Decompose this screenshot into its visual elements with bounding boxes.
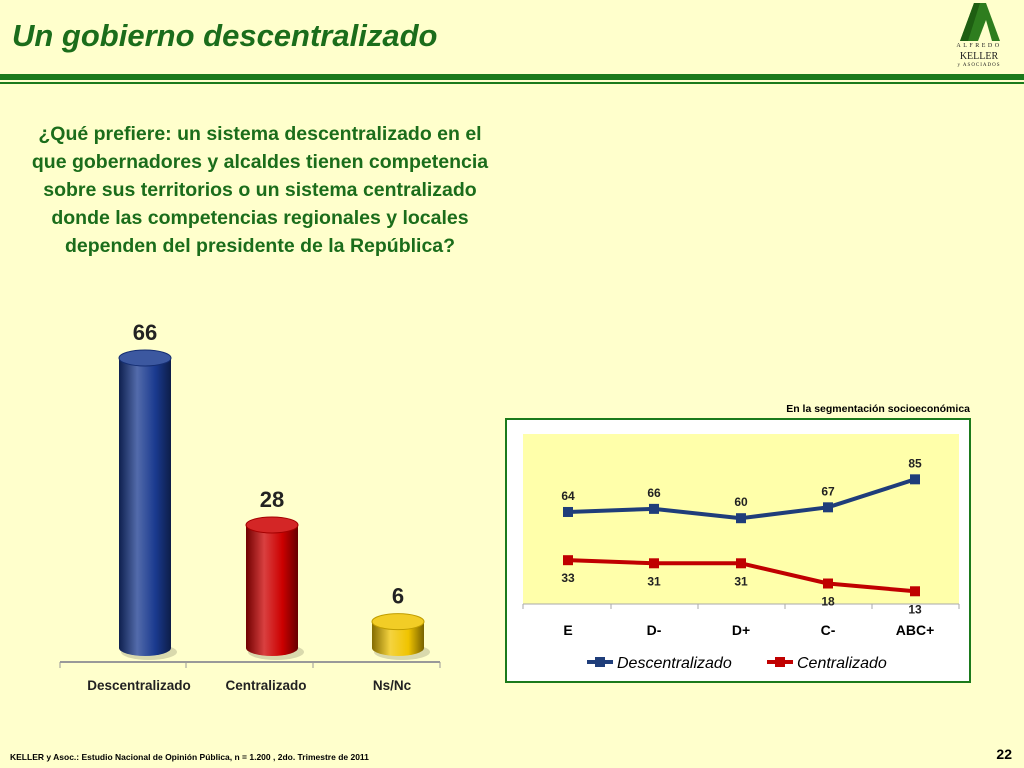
segment-label: En la segmentación socioeconómica xyxy=(786,403,970,415)
data-label: 13 xyxy=(908,602,922,616)
footer-source: KELLER y Asoc.: Estudio Nacional de Opin… xyxy=(10,752,369,762)
data-label: 31 xyxy=(734,574,748,588)
bar-chart: 66 Descentralizado 28 Centralizado 6 Ns/Nc xyxy=(59,320,441,693)
data-label: 31 xyxy=(647,574,661,588)
bar-top-cap xyxy=(245,516,299,534)
header-divider-thin xyxy=(0,82,1024,84)
data-label: 33 xyxy=(561,571,575,585)
data-label: 85 xyxy=(908,456,922,470)
x-tick-label: ABC+ xyxy=(896,622,935,638)
x-tick-label: D+ xyxy=(732,622,750,638)
survey-question: ¿Qué prefiere: un sistema descentralizad… xyxy=(31,123,489,257)
bar-centralizado xyxy=(246,524,298,656)
legend-label: Descentralizado xyxy=(617,655,732,672)
data-point xyxy=(910,586,920,597)
legend-marker xyxy=(595,657,605,667)
logo-text-top: ALFREDO xyxy=(956,43,1002,49)
x-tick-label: C- xyxy=(821,622,836,638)
data-point xyxy=(649,503,659,514)
bar-value-label: 66 xyxy=(133,320,157,345)
logo-mark-icon xyxy=(960,3,1000,41)
x-tick-label: D- xyxy=(647,622,662,638)
bar-top-cap xyxy=(371,613,425,631)
data-label: 64 xyxy=(561,489,575,503)
data-label: 60 xyxy=(734,495,748,509)
bar-value-label: 28 xyxy=(260,487,284,512)
line-chart-frame: E D- D+ C- ABC+ 64 66 60 67 85 33 31 31 18 13 Descentra… xyxy=(505,418,971,683)
bar-descentralizado xyxy=(119,358,171,656)
logo-text-bottom: y ASOCIADOS xyxy=(957,63,1001,68)
data-point xyxy=(563,555,573,566)
data-point xyxy=(736,513,746,524)
logo-text-main: KELLER xyxy=(959,51,999,62)
data-point xyxy=(649,558,659,569)
bar-category-label: Descentralizado xyxy=(87,678,191,693)
data-point xyxy=(823,578,833,589)
bar-nsnc xyxy=(372,621,424,656)
company-logo: ALFREDO KELLER y ASOCIADOS xyxy=(950,2,1008,76)
data-point xyxy=(910,474,920,485)
legend-marker xyxy=(775,657,785,667)
bar-category-label: Centralizado xyxy=(225,678,306,693)
data-point xyxy=(736,558,746,569)
bar-category-label: Ns/Nc xyxy=(373,678,412,693)
data-point xyxy=(823,502,833,513)
header-divider xyxy=(0,74,1024,80)
x-tick-label: E xyxy=(563,622,572,638)
line-chart: E D- D+ C- ABC+ 64 66 60 67 85 33 31 31 18 13 Descentra… xyxy=(522,434,960,672)
data-label: 66 xyxy=(647,486,661,500)
bar-top-cap xyxy=(118,349,172,367)
data-label: 18 xyxy=(821,595,835,609)
page-number: 22 xyxy=(996,746,1012,762)
slide-title: Un gobierno descentralizado xyxy=(12,18,438,53)
bar-value-label: 6 xyxy=(392,584,404,609)
legend-label: Centralizado xyxy=(797,655,887,672)
data-label: 67 xyxy=(821,484,835,498)
data-point xyxy=(563,506,573,517)
